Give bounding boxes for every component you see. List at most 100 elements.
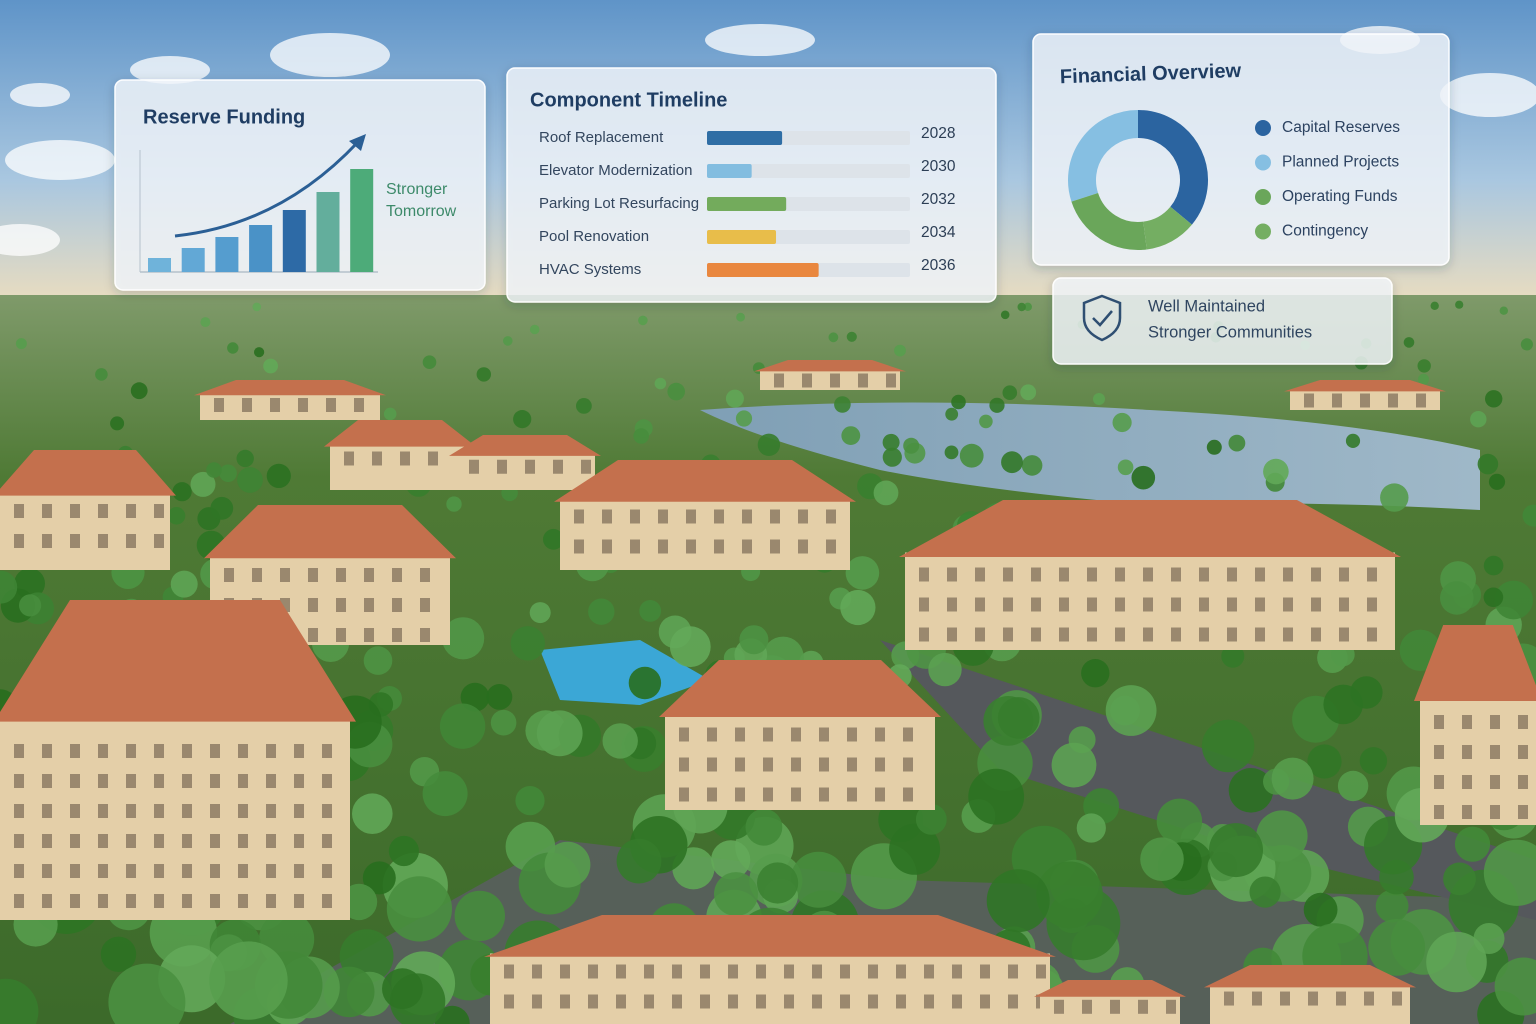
window	[14, 774, 24, 788]
window	[14, 534, 24, 548]
window	[98, 504, 108, 518]
window	[896, 964, 906, 979]
window	[42, 894, 52, 908]
tree	[1470, 411, 1487, 428]
window	[770, 509, 780, 524]
window	[616, 964, 626, 979]
tree	[1117, 459, 1134, 476]
tree	[834, 396, 851, 413]
window	[238, 894, 248, 908]
badge-text: Stronger Communities	[1148, 323, 1312, 341]
tree	[15, 338, 27, 350]
window	[672, 964, 682, 979]
window	[980, 994, 990, 1009]
tree	[669, 626, 711, 668]
legend-label: Planned Projects	[1282, 154, 1399, 171]
window	[1171, 567, 1181, 582]
window	[14, 864, 24, 878]
panel	[1052, 277, 1393, 365]
window	[1143, 567, 1153, 582]
tree	[237, 467, 263, 493]
tree	[236, 449, 254, 468]
tree	[1140, 837, 1184, 881]
window	[1252, 991, 1262, 1006]
window	[238, 834, 248, 848]
legend-swatch	[1255, 189, 1271, 205]
tree	[894, 344, 906, 357]
window	[975, 567, 985, 582]
bar	[707, 263, 819, 277]
window	[735, 787, 745, 802]
tree	[1001, 451, 1023, 474]
building-roof	[324, 420, 476, 447]
panel-title: Component Timeline	[530, 89, 727, 111]
tree	[266, 463, 291, 488]
tree	[543, 528, 564, 550]
tree	[639, 600, 662, 622]
window	[154, 834, 164, 848]
tree	[711, 840, 751, 880]
legend-swatch	[1255, 120, 1271, 136]
window	[952, 994, 962, 1009]
window	[294, 774, 304, 788]
building-roof	[659, 660, 941, 717]
window	[728, 994, 738, 1009]
tree	[219, 464, 237, 483]
panel	[1032, 33, 1450, 266]
window	[1255, 567, 1265, 582]
window	[756, 994, 766, 1009]
window	[714, 509, 724, 524]
window	[98, 774, 108, 788]
tree	[1221, 644, 1245, 668]
window	[840, 964, 850, 979]
tree	[1337, 770, 1369, 802]
tree	[790, 851, 847, 908]
tree	[0, 570, 18, 604]
window	[98, 834, 108, 848]
window	[1364, 991, 1374, 1006]
window	[947, 597, 957, 612]
window	[947, 567, 957, 582]
window	[735, 757, 745, 772]
window	[1255, 627, 1265, 642]
window	[210, 774, 220, 788]
tree	[19, 594, 42, 617]
window	[428, 451, 438, 466]
window	[770, 539, 780, 554]
tree	[1403, 337, 1415, 348]
legend-swatch	[1255, 223, 1271, 240]
window	[679, 727, 689, 742]
window	[308, 598, 318, 612]
tree	[1454, 826, 1491, 862]
tree	[1081, 659, 1110, 688]
window	[154, 504, 164, 518]
tree	[1417, 359, 1431, 373]
tree	[1494, 957, 1536, 1016]
tree	[928, 652, 962, 687]
tree	[130, 382, 148, 400]
tree	[915, 804, 947, 835]
tree	[513, 410, 532, 429]
building-roof	[1414, 625, 1536, 701]
window	[126, 774, 136, 788]
window	[756, 964, 766, 979]
window	[364, 568, 374, 582]
window	[1087, 597, 1097, 612]
window	[707, 757, 717, 772]
window	[1311, 567, 1321, 582]
tree	[1131, 465, 1156, 490]
tree	[628, 666, 662, 700]
window	[504, 994, 514, 1009]
window	[819, 787, 829, 802]
donut-segment	[1071, 192, 1147, 250]
window	[154, 744, 164, 758]
tree	[735, 410, 753, 427]
tree	[979, 414, 993, 429]
trend-arrow	[174, 140, 360, 238]
window	[1199, 627, 1209, 642]
tree	[757, 862, 799, 904]
legend-swatch	[1255, 154, 1271, 171]
bar-track	[707, 164, 910, 178]
tree	[945, 407, 959, 421]
tree	[209, 941, 288, 1020]
